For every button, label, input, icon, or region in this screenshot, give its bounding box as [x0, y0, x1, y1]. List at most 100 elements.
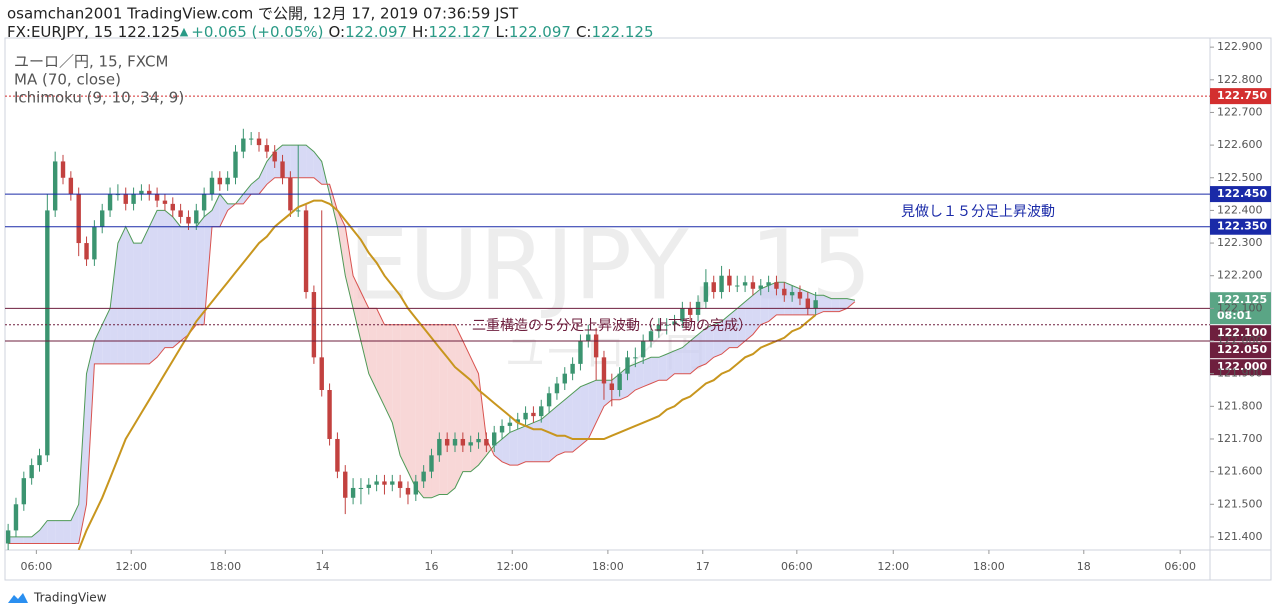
- candle-body: [248, 138, 254, 140]
- hline-label: 122.450: [1217, 187, 1267, 200]
- candle-body: [84, 243, 89, 260]
- x-tick-label: 18:00: [592, 560, 624, 573]
- candle-body: [476, 438, 481, 443]
- candle-body: [280, 161, 285, 178]
- cloud-fill: [486, 438, 495, 456]
- candle-body: [225, 177, 230, 185]
- hline-label-bg: [1210, 342, 1271, 359]
- candle-body: [437, 438, 442, 456]
- candle-body: [413, 481, 419, 495]
- candle-body: [656, 324, 662, 332]
- cloud-fill: [682, 341, 691, 374]
- y-tick-label: 122.100: [1217, 301, 1263, 314]
- candle-body: [139, 190, 144, 195]
- cloud-fill: [690, 334, 699, 374]
- candle-body: [640, 341, 646, 358]
- candle-body: [162, 200, 168, 204]
- candle-body: [539, 406, 544, 417]
- candle-body: [468, 442, 473, 446]
- cloud-fill: [831, 298, 840, 312]
- header-title: osamchan2001 TradingView.com で公開, 12月 17…: [7, 5, 519, 23]
- ohlc-label: L:: [495, 23, 508, 41]
- cloud-fill: [784, 282, 793, 315]
- candle-body: [578, 341, 583, 364]
- candle-body: [633, 357, 638, 359]
- cloud-fill: [556, 399, 565, 456]
- candle-body: [515, 419, 520, 423]
- candle-body: [92, 226, 97, 260]
- candle-body: [648, 331, 654, 342]
- candle-body: [758, 285, 763, 289]
- candle-body: [123, 194, 128, 204]
- hline-label: 122.750: [1217, 89, 1267, 102]
- candle-body: [37, 455, 42, 466]
- last: 122.125: [118, 23, 180, 41]
- candle-body: [601, 357, 607, 384]
- ohlc-value: 122.125: [591, 23, 653, 41]
- x-tick-label: 18:00: [973, 560, 1005, 573]
- y-tick-label: 122.800: [1217, 73, 1263, 86]
- candle-body: [319, 357, 324, 390]
- cloud-fill: [306, 145, 314, 178]
- candle-body: [178, 210, 183, 217]
- candle-body: [68, 177, 74, 195]
- cloud-fill: [376, 308, 385, 407]
- candle-body: [21, 478, 27, 505]
- cloud-fill: [674, 347, 683, 374]
- y-tick-label: 122.600: [1217, 138, 1263, 151]
- y-tick-label: 122.400: [1217, 203, 1263, 216]
- candle-body: [272, 151, 277, 162]
- candle-body: [719, 275, 724, 293]
- cloud-fill: [313, 151, 322, 185]
- ohlc-value: 122.097: [509, 23, 571, 41]
- candle-body: [782, 288, 787, 296]
- cloud-fill: [172, 216, 181, 348]
- cloud-fill: [502, 432, 510, 466]
- candle-body: [154, 194, 160, 201]
- cloud-fill: [470, 357, 479, 472]
- x-tick-label: 14: [316, 560, 330, 573]
- candle-body: [335, 438, 340, 472]
- candle-body: [742, 282, 748, 286]
- y-tick-label: 121.800: [1217, 399, 1263, 412]
- overlay: 122.750122.450122.350122.12508:01122.100…: [1210, 88, 1271, 376]
- hline-label: 122.100: [1217, 326, 1267, 339]
- cloud-fill: [721, 314, 730, 355]
- candle-body: [593, 334, 599, 358]
- cloud-fill: [133, 243, 142, 364]
- logo: [8, 593, 28, 603]
- candle-body: [546, 393, 552, 407]
- x-tick-label: 06:00: [1164, 560, 1196, 573]
- candle-body: [60, 161, 66, 178]
- candle-body: [750, 282, 756, 289]
- hline-label-bg: [1210, 325, 1271, 342]
- ohlc-label: O:: [328, 23, 345, 41]
- cloud-fill: [259, 161, 267, 195]
- cloud-fill: [251, 177, 260, 195]
- symbol: FX:EURJPY, 15: [7, 23, 113, 41]
- candle-body: [350, 487, 356, 498]
- candle-body: [186, 216, 191, 224]
- ma-line: [77, 199, 817, 550]
- candle-body: [374, 481, 379, 485]
- ohlc-label: H:: [412, 23, 428, 41]
- candle-body: [76, 194, 81, 244]
- cloud-fill: [666, 350, 675, 381]
- candle-body: [797, 292, 803, 299]
- hline-label-bg: [1210, 359, 1271, 376]
- hline-label-bg: [1210, 186, 1271, 203]
- cloud-fill: [415, 324, 424, 498]
- hline-label-bg: [1210, 88, 1271, 105]
- x-tick-label: 12:00: [496, 560, 528, 573]
- candle-body: [727, 275, 732, 286]
- cloud-fill: [768, 282, 777, 322]
- cloud-fill: [407, 324, 416, 488]
- x-tick-label: 18:00: [209, 560, 241, 573]
- legend-entry: MA (70, close): [14, 71, 121, 89]
- cloud-span-b: [8, 177, 856, 544]
- cloud-fill: [63, 520, 71, 544]
- cloud-fill: [462, 341, 471, 472]
- candle-body: [813, 300, 818, 309]
- candle-body: [507, 422, 513, 426]
- cloud-fill: [455, 324, 463, 488]
